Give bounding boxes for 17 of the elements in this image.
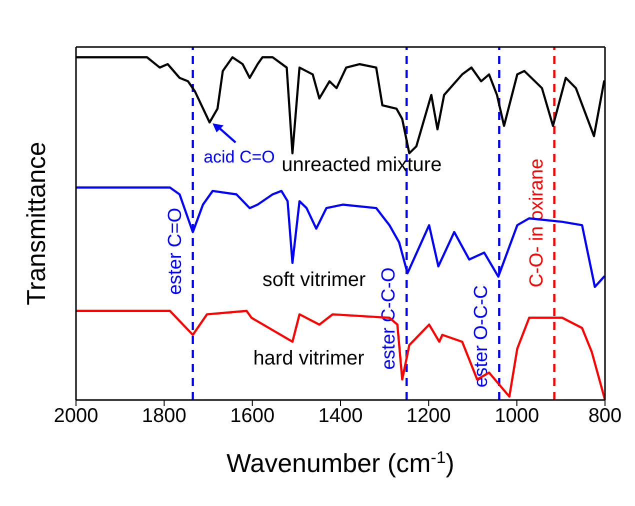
x-axis-title: Wavenumber (cm$^{-1}$) [226,448,454,478]
x-tick-label: 2000 [54,405,98,428]
x-tick-label: 1200 [406,405,451,428]
annotation: acid C=O [204,147,275,166]
x-tick-label: 1800 [142,405,186,428]
ref-line-label: ester C=O [164,208,186,295]
y-axis-title: Transmittance [20,142,51,306]
x-tick-label: 1600 [230,405,275,428]
ref-line-label: ester O-C-C [471,285,492,388]
series-label: unreacted mixture [282,154,442,176]
x-tick-label: 1400 [318,405,363,428]
x-tick-label: 1000 [494,405,540,428]
x-tick-label: 800 [588,405,622,428]
series-label: hard vitrimer [253,347,365,370]
ref-line-label: ester C-C-O [378,267,400,370]
series-label: soft vitrimer [262,268,366,291]
ref-line-label: C-O- in oxirane [526,158,548,288]
